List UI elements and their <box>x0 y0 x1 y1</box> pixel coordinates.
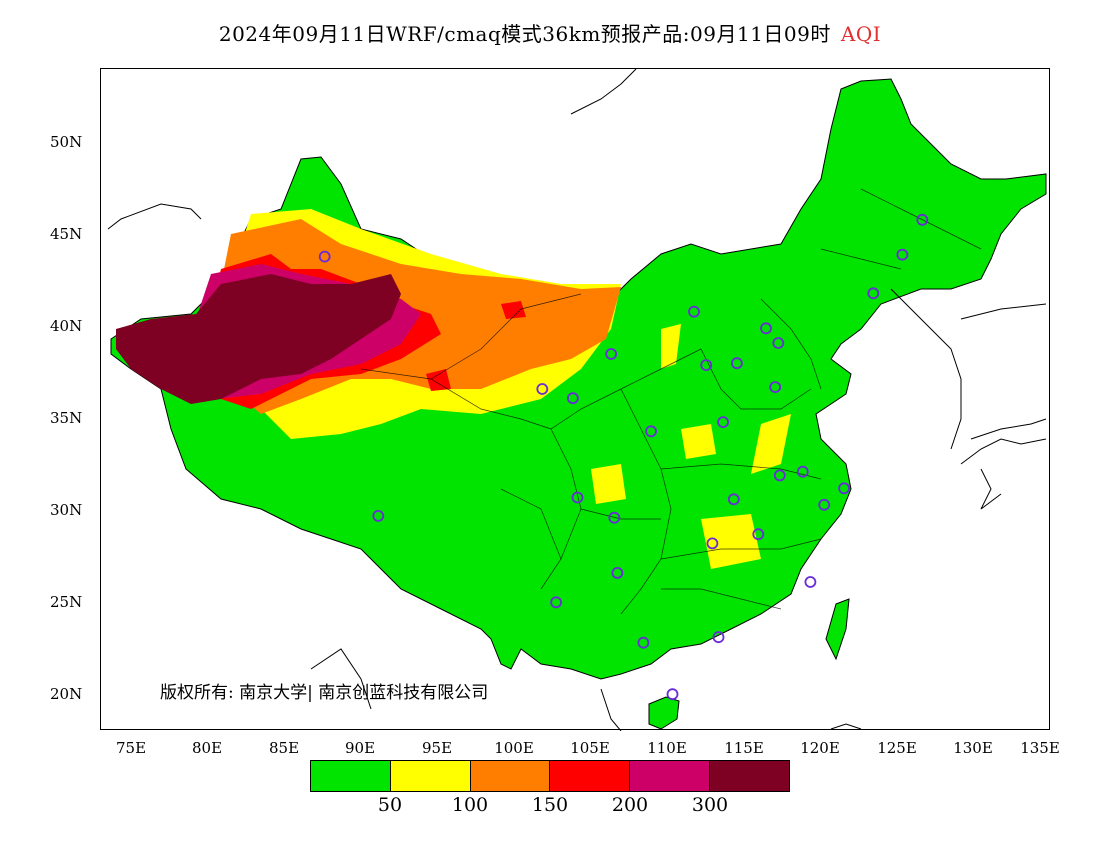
lat-label-25n: 25N <box>50 593 83 611</box>
legend-swatch-2 <box>470 761 551 791</box>
aqi-color-legend <box>310 760 790 792</box>
aqi-zone-red <box>426 369 451 391</box>
legend-label-200: 200 <box>611 794 649 816</box>
title-text: 2024年09月11日WRF/cmaq模式36km预报产品:09月11日09时 <box>218 22 831 46</box>
lon-label-115e: 115E <box>724 739 764 757</box>
station-marker <box>752 528 765 541</box>
lat-label-35n: 35N <box>50 409 83 427</box>
station-marker <box>717 416 729 429</box>
station-marker <box>318 250 331 263</box>
aqi-zone-yellow <box>751 414 791 474</box>
station-marker <box>611 566 624 579</box>
lon-label-135e: 135E <box>1020 739 1060 757</box>
station-marker <box>637 636 650 649</box>
legend-label-150: 150 <box>531 794 569 816</box>
station-marker <box>773 469 786 482</box>
station-marker <box>645 425 657 438</box>
legend-swatch-4 <box>630 761 711 791</box>
legend-swatch-1 <box>390 761 471 791</box>
station-marker <box>712 631 725 644</box>
lon-label-80e: 80E <box>191 739 223 757</box>
neighbor-coastlines <box>107 69 1047 731</box>
station-marker <box>727 493 740 506</box>
legend-label-300: 300 <box>691 794 729 816</box>
lon-label-100e: 100E <box>494 739 534 757</box>
aqi-zone-red <box>501 301 526 319</box>
lat-label-50n: 50N <box>50 133 83 151</box>
lon-label-75e: 75E <box>115 739 147 757</box>
station-marker <box>605 348 618 360</box>
station-marker <box>916 213 929 226</box>
lon-label-120e: 120E <box>800 739 840 757</box>
aqi-zone-yellow <box>591 464 626 504</box>
legend-swatch-0 <box>311 761 391 791</box>
station-marker <box>536 383 549 395</box>
station-marker <box>372 509 385 522</box>
lon-label-105e: 105E <box>570 739 610 757</box>
station-marker <box>838 482 850 495</box>
lon-label-90e: 90E <box>344 739 376 757</box>
aqi-map <box>107 69 1047 731</box>
station-markers <box>318 213 929 701</box>
taiwan-island <box>825 598 850 661</box>
lon-label-95e: 95E <box>421 739 453 757</box>
lon-label-130e: 130E <box>953 739 993 757</box>
station-marker <box>571 491 584 504</box>
station-marker <box>818 498 831 511</box>
station-marker <box>760 322 772 335</box>
lat-label-20n: 20N <box>50 685 83 703</box>
legend-label-100: 100 <box>451 794 489 816</box>
station-marker <box>867 287 880 300</box>
lat-label-45n: 45N <box>50 225 83 243</box>
aqi-zone-yellow <box>701 514 761 569</box>
station-marker <box>772 337 785 349</box>
province-borders <box>360 188 982 615</box>
lon-label-125e: 125E <box>877 739 917 757</box>
station-marker <box>566 392 579 405</box>
station-marker <box>666 688 679 701</box>
station-marker <box>769 381 782 394</box>
map-title: 2024年09月11日WRF/cmaq模式36km预报产品:09月11日09时 A… <box>0 18 1100 47</box>
lat-label-40n: 40N <box>50 317 83 335</box>
station-marker <box>796 465 809 478</box>
station-marker <box>731 357 743 370</box>
aqi-zone-yellow <box>681 424 716 459</box>
station-marker <box>706 537 719 550</box>
lon-label-110e: 110E <box>647 739 687 757</box>
station-marker <box>700 359 713 372</box>
lat-label-30n: 30N <box>50 501 83 519</box>
copyright-text: 版权所有: 南京大学| 南京创蓝科技有限公司 <box>160 683 489 703</box>
station-marker <box>804 576 817 588</box>
hainan-island <box>648 696 680 730</box>
title-variable: AQI <box>840 22 882 46</box>
aqi-zone-maroon <box>116 274 401 404</box>
station-marker <box>896 248 909 261</box>
station-marker <box>550 596 563 609</box>
legend-label-50: 50 <box>377 794 403 816</box>
legend-swatch-3 <box>550 761 631 791</box>
station-marker <box>688 305 700 318</box>
map-frame <box>100 68 1050 731</box>
station-marker <box>608 511 621 524</box>
lon-label-85e: 85E <box>268 739 300 757</box>
aqi-zone-yellow <box>661 324 681 369</box>
legend-swatch-5 <box>710 761 789 791</box>
